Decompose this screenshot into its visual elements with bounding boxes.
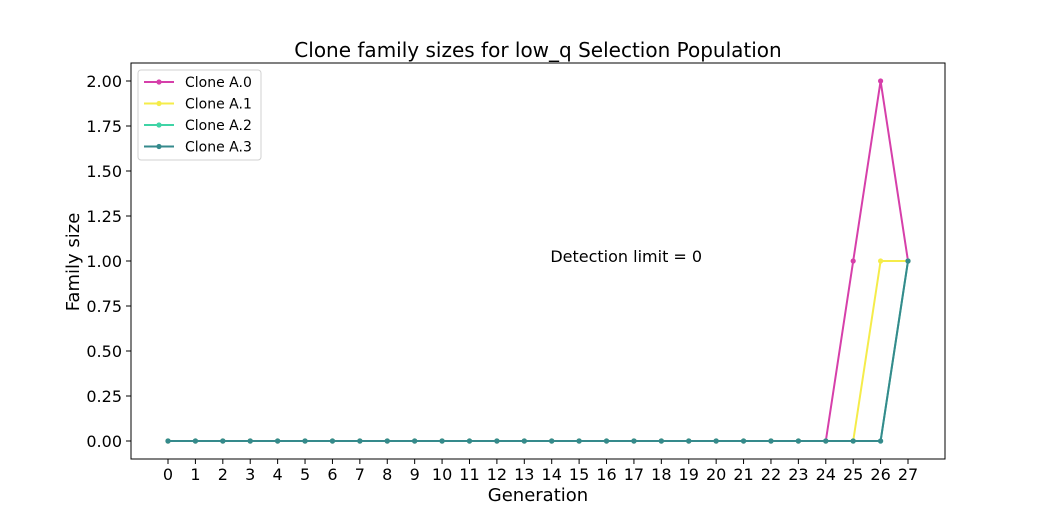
x-tick-label: 24 [816,465,836,484]
y-tick-label: 2.00 [86,72,122,91]
data-point [850,258,856,264]
data-point [247,438,253,444]
x-axis-label: Generation [488,485,588,506]
x-tick-label: 23 [788,465,808,484]
data-point [302,438,308,444]
x-tick-label: 8 [382,465,392,484]
data-point [795,438,801,444]
data-point [877,438,884,444]
x-tick-label: 17 [624,465,644,484]
data-point [412,438,418,444]
x-tick-label: 16 [596,465,616,484]
y-tick-label: 1.00 [86,252,122,271]
y-tick-label: 1.25 [86,207,122,226]
chart-title: Clone family sizes for low_q Selection P… [294,38,781,62]
y-tick-label: 0.75 [86,297,122,316]
legend-label: Clone A.1 [185,97,252,113]
axes: 0 1 2 3 4 5 6 7 8 9 10 11 12 13 14 15 16 17 18 19 20 21 22 23 24… [86,62,946,484]
x-tick-label: 20 [706,465,726,484]
data-point [713,438,719,444]
data-point [905,258,911,264]
data-point [631,438,637,444]
y-tick-label: 1.75 [86,117,122,136]
data-point [658,438,664,444]
data-point [877,258,884,264]
legend-label: Clone A.3 [185,140,252,156]
data-point [850,438,856,444]
legend-swatch-marker [156,100,162,107]
legend-swatch-marker [156,122,162,128]
x-tick-label: 7 [355,465,365,484]
data-point [494,438,500,444]
x-tick-label: 4 [273,465,283,484]
x-tick-label: 27 [898,465,918,484]
data-point [686,438,692,444]
x-tick-label: 3 [245,465,255,484]
x-tick-label: 1 [190,465,200,484]
series-line-3 [168,260,909,442]
x-tick-label: 19 [679,465,699,484]
legend-label: Clone A.2 [185,118,252,134]
x-tick-label: 13 [514,465,534,484]
legend-label: Clone A.0 [185,75,252,91]
y-tick-label: 1.50 [86,162,122,181]
data-point [466,438,473,444]
x-tick-label: 10 [432,465,452,484]
y-tick-label: 0.00 [86,432,122,451]
data-point [165,438,171,444]
x-tick-label: 15 [569,465,589,484]
data-point [357,438,363,444]
x-tick-label: 2 [218,465,228,484]
x-tick-label: 14 [542,465,562,484]
x-tick-label: 6 [327,465,337,484]
data-point [740,438,747,444]
legend-swatch-marker [156,79,162,85]
legend: Clone A.0 Clone A.1 Clone A.2 Clone A.3 [137,69,262,161]
data-point [192,438,199,444]
plot-area [165,78,911,444]
y-tick-label: 0.50 [86,342,122,361]
x-tick-label: 22 [761,465,781,484]
x-tick-label: 5 [300,465,310,484]
data-point [220,438,226,444]
y-tick-label: 0.25 [86,387,122,406]
data-point [275,438,281,444]
x-tick-label: 11 [459,465,479,484]
data-point [329,438,336,444]
legend-swatch-marker [156,143,162,150]
x-tick-label: 9 [410,465,420,484]
data-point [549,438,555,444]
data-point [576,438,582,444]
x-tick-label: 18 [651,465,671,484]
data-point [823,438,829,444]
y-axis-label: Family size [63,213,84,312]
data-point [384,438,390,444]
data-point [521,438,527,444]
data-point [768,438,774,444]
legend-box [137,69,262,161]
annotation-text: Detection limit = 0 [550,247,702,266]
x-tick-label: 25 [843,465,863,484]
data-point [439,438,445,444]
x-tick-label: 12 [487,465,507,484]
x-tick-label: 26 [870,465,890,484]
x-tick-label: 21 [733,465,753,484]
data-point [603,438,610,444]
x-tick-label: 0 [163,465,173,484]
data-point [877,78,884,84]
